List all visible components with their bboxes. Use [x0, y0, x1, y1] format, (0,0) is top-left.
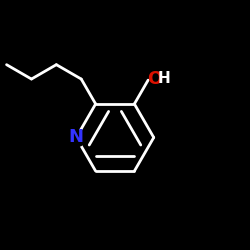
Text: H: H	[158, 72, 171, 86]
Text: O: O	[148, 70, 163, 88]
Text: N: N	[69, 128, 84, 146]
